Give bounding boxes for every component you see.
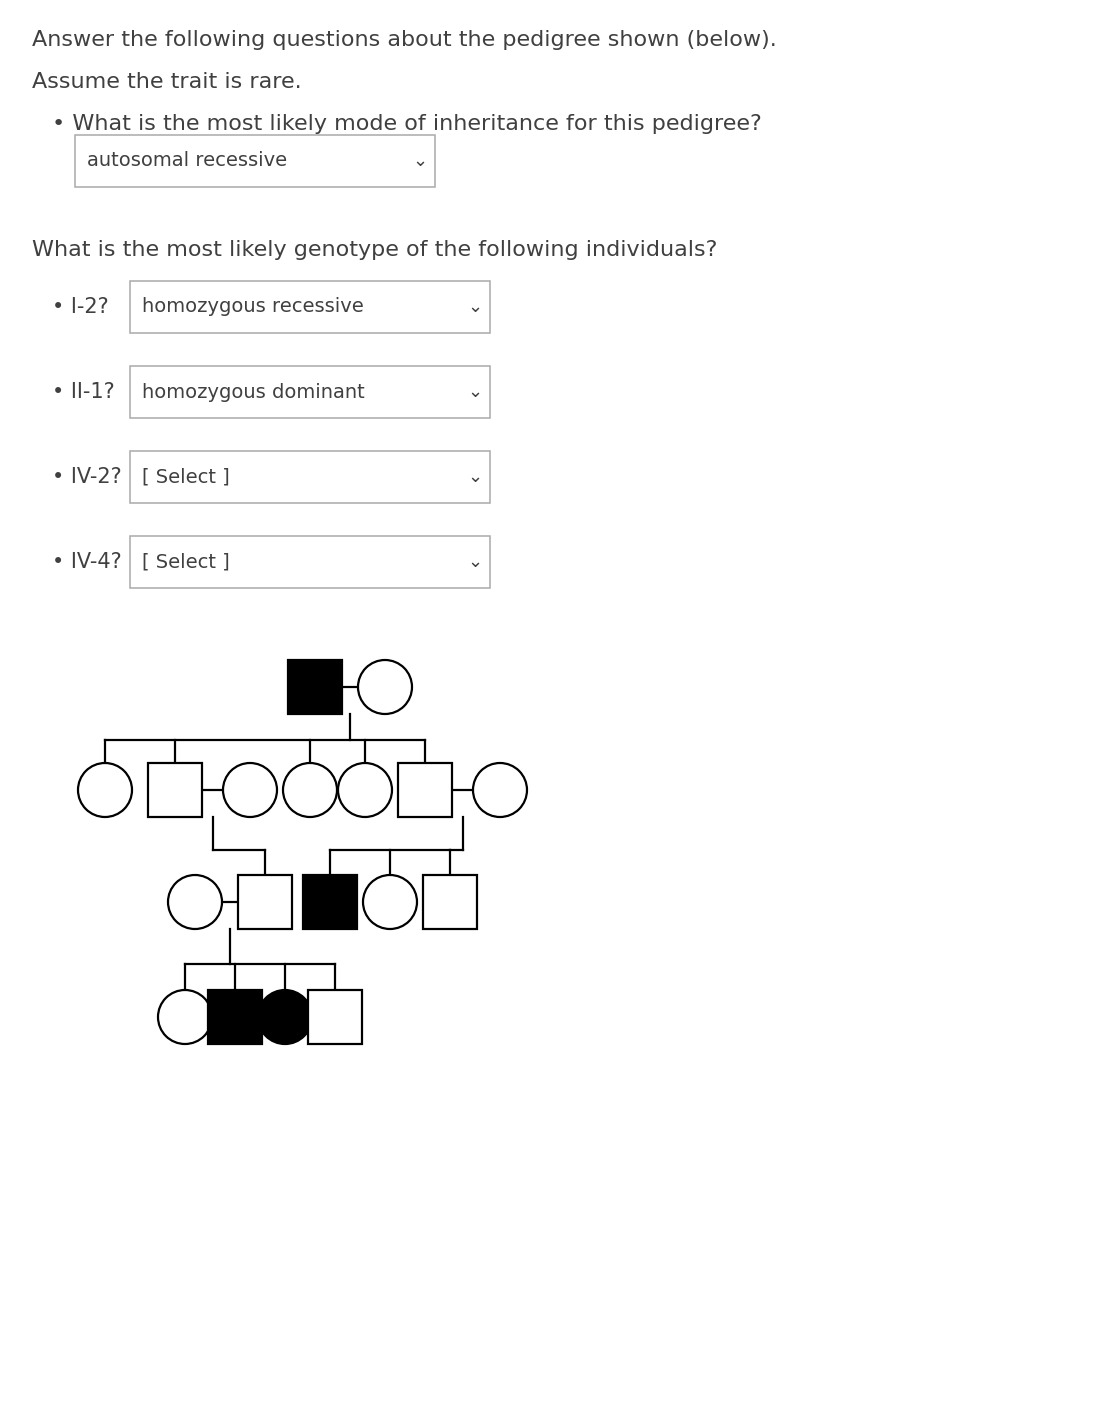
Text: • IV-4?: • IV-4? — [52, 552, 122, 572]
Text: • I-2?: • I-2? — [52, 297, 108, 317]
Text: autosomal recessive: autosomal recessive — [87, 151, 288, 171]
Circle shape — [358, 660, 413, 714]
Text: [ Select ]: [ Select ] — [142, 467, 230, 486]
Text: ⌄: ⌄ — [413, 151, 428, 170]
Bar — [307, 990, 362, 1044]
Bar — [422, 875, 477, 930]
FancyBboxPatch shape — [131, 366, 490, 418]
Circle shape — [338, 763, 392, 817]
Bar — [398, 763, 452, 817]
Text: [ Select ]: [ Select ] — [142, 552, 230, 572]
FancyBboxPatch shape — [131, 451, 490, 503]
Text: ⌄: ⌄ — [468, 299, 482, 315]
Circle shape — [223, 763, 276, 817]
Text: homozygous dominant: homozygous dominant — [142, 383, 365, 401]
Text: • II-1?: • II-1? — [52, 381, 115, 402]
Bar — [288, 660, 342, 714]
Text: Answer the following questions about the pedigree shown (below).: Answer the following questions about the… — [32, 29, 776, 50]
Text: • IV-2?: • IV-2? — [52, 467, 122, 486]
FancyBboxPatch shape — [131, 280, 490, 334]
Bar — [303, 875, 357, 930]
Circle shape — [168, 875, 222, 930]
Text: ⌄: ⌄ — [468, 552, 482, 571]
Circle shape — [473, 763, 526, 817]
Text: ⌄: ⌄ — [468, 383, 482, 401]
Bar — [208, 990, 262, 1044]
Text: What is the most likely genotype of the following individuals?: What is the most likely genotype of the … — [32, 240, 718, 259]
Text: ⌄: ⌄ — [468, 468, 482, 486]
Circle shape — [283, 763, 337, 817]
Text: homozygous recessive: homozygous recessive — [142, 297, 364, 317]
Circle shape — [363, 875, 417, 930]
FancyBboxPatch shape — [75, 135, 435, 186]
Circle shape — [158, 990, 212, 1044]
Bar — [148, 763, 202, 817]
Circle shape — [258, 990, 312, 1044]
Circle shape — [79, 763, 132, 817]
Bar — [238, 875, 292, 930]
Text: Assume the trait is rare.: Assume the trait is rare. — [32, 72, 302, 93]
FancyBboxPatch shape — [131, 536, 490, 587]
Text: • What is the most likely mode of inheritance for this pedigree?: • What is the most likely mode of inheri… — [52, 114, 762, 135]
